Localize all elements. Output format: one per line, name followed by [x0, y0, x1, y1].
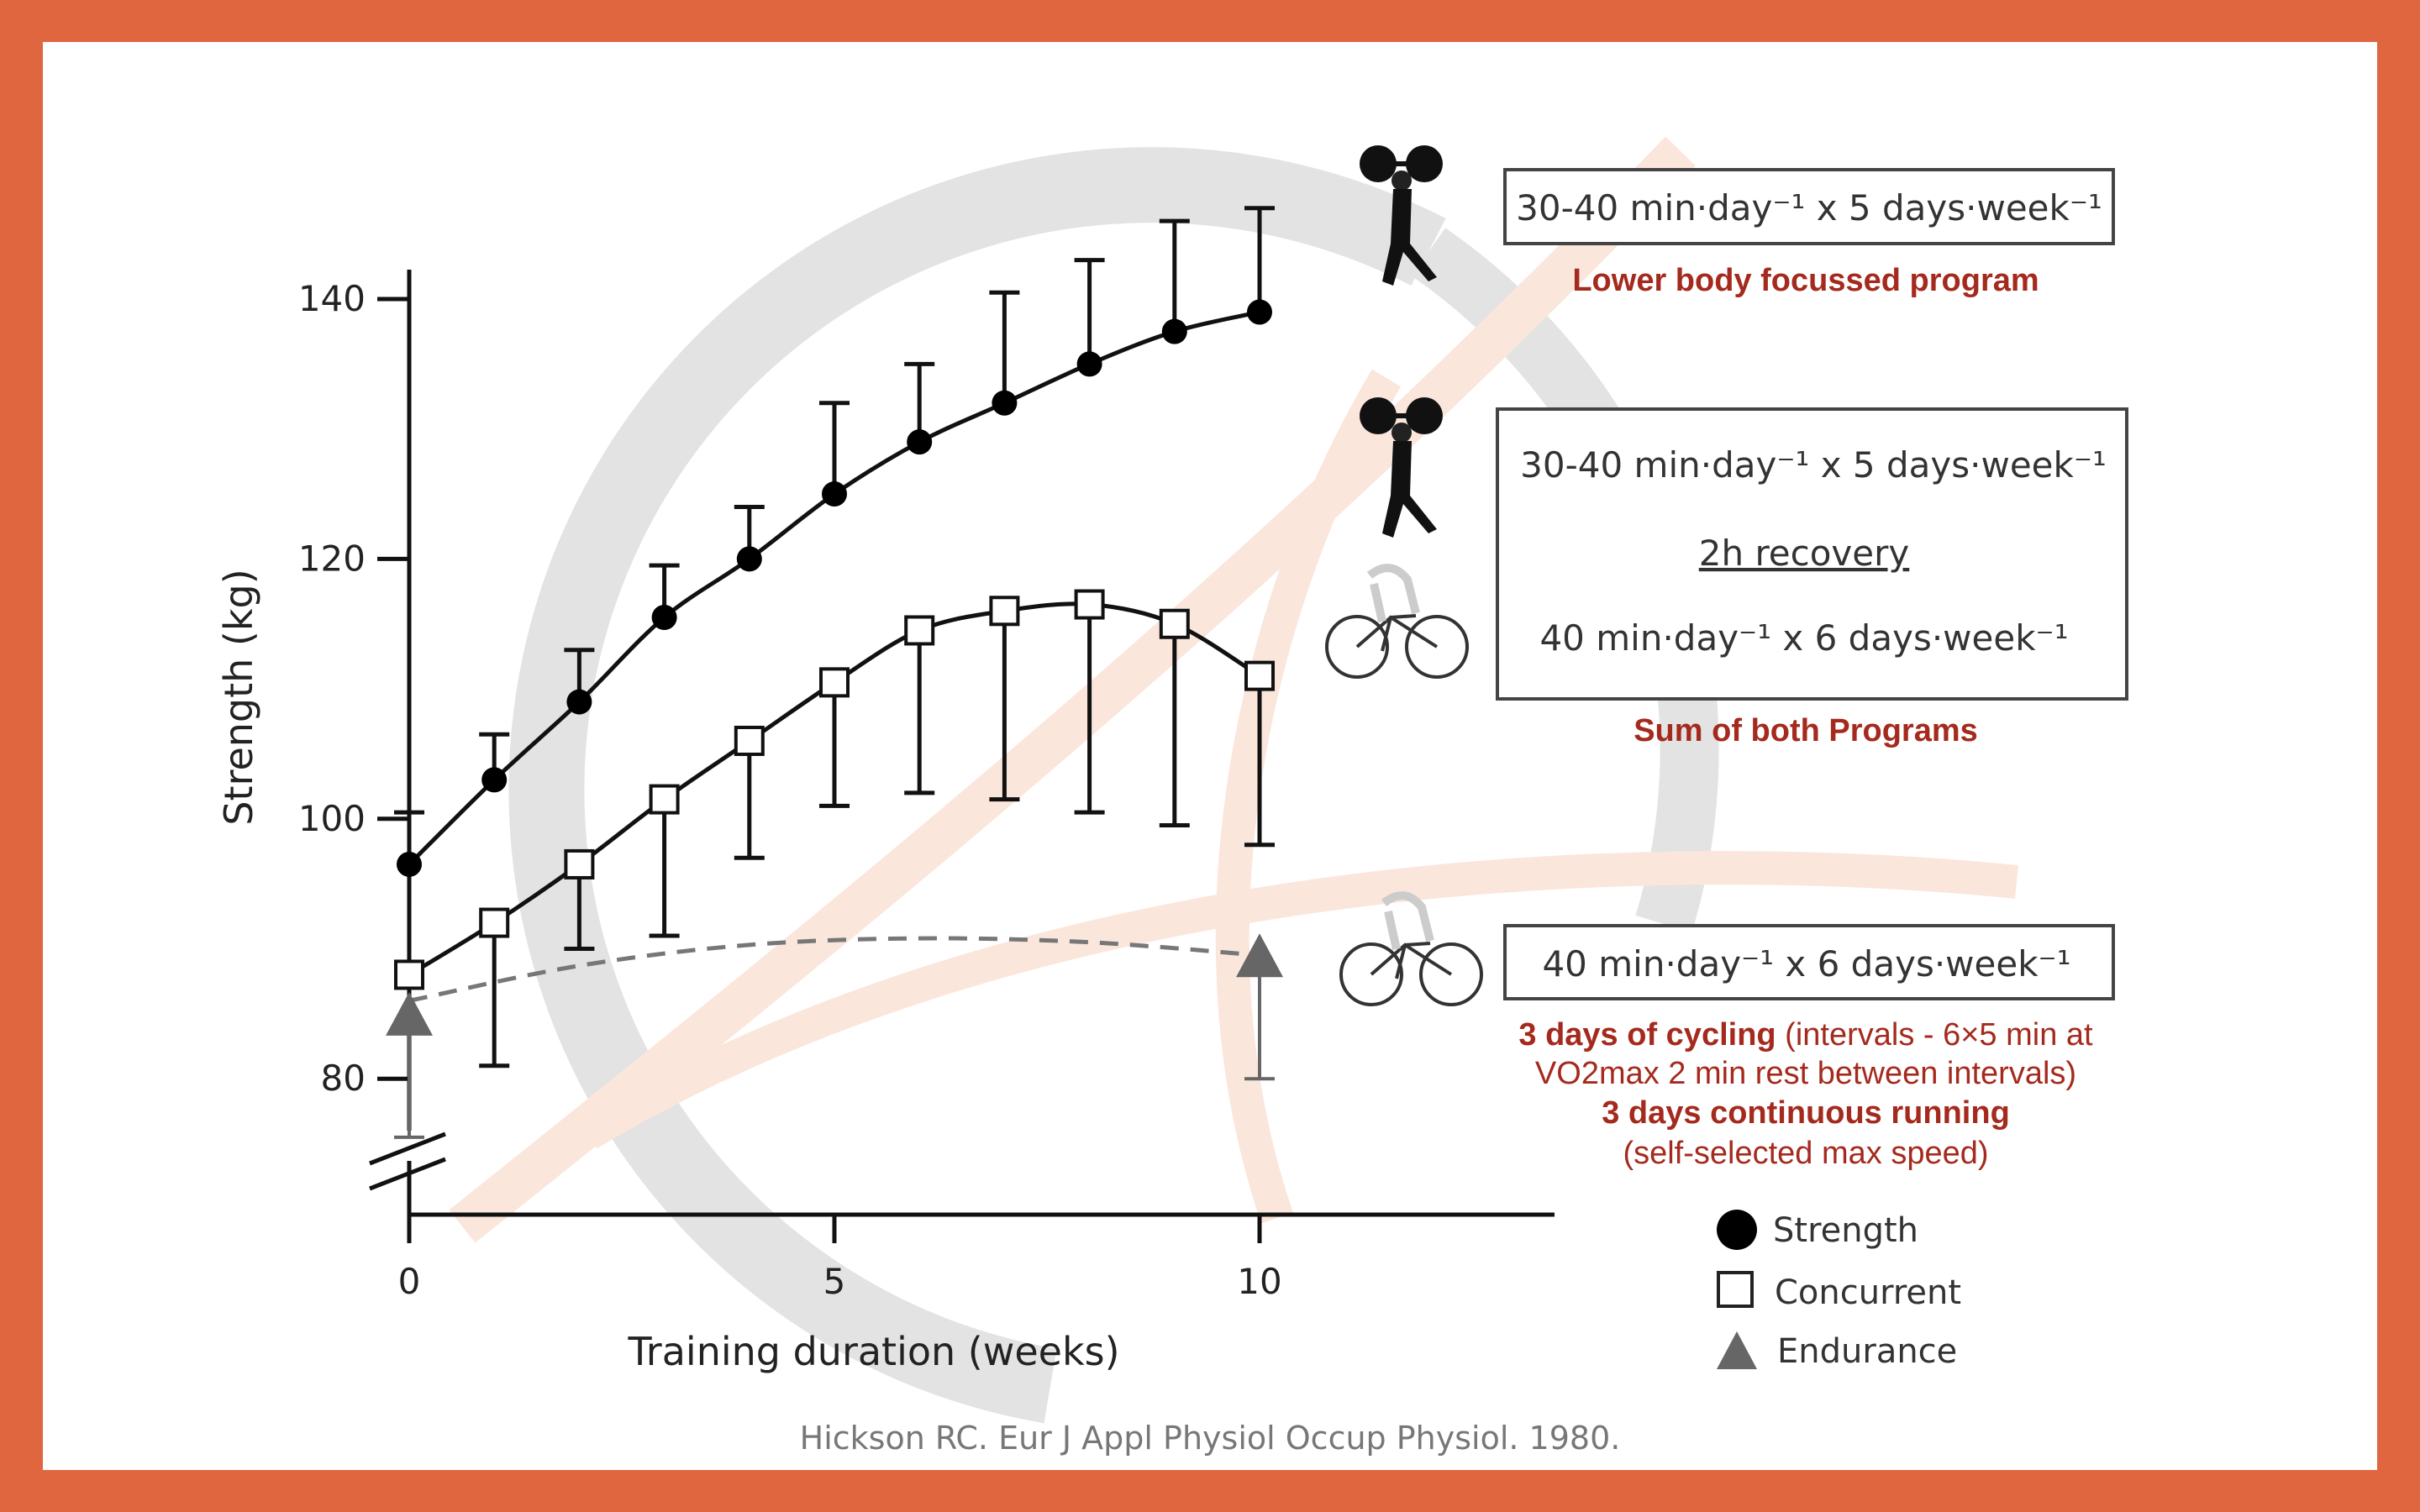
concurrent-program-label: Sum of both Programs: [1634, 713, 1978, 748]
strength-line: [408, 310, 1260, 866]
concurrent-point: [394, 959, 424, 990]
strength-point: [822, 481, 847, 507]
y-axis-label: Strength (kg): [216, 569, 261, 825]
slide-panel: [43, 42, 2377, 1470]
strength-point: [1161, 318, 1187, 344]
watermark-logo: [449, 136, 2018, 1424]
endurance-line2: VO2max 2 min rest between intervals): [1535, 1056, 2076, 1091]
data-marks: [386, 206, 1283, 1139]
concurrent-point: [649, 784, 680, 815]
strength-point: [1076, 351, 1102, 377]
cyclist-icon: [1339, 891, 1483, 1006]
strength-point: [736, 546, 762, 572]
axis-break-mark: [369, 1131, 446, 1166]
legend-concurrent-label: Concurrent: [1775, 1273, 1961, 1312]
x-axis-label: Training duration (weeks): [627, 1329, 1119, 1374]
strength-point: [481, 767, 508, 793]
concurrent-point: [1244, 660, 1275, 691]
y-tick-label: 80: [321, 1058, 366, 1099]
endurance-point: [386, 991, 433, 1036]
endurance-line1-bold: 3 days of cycling: [1518, 1017, 1776, 1053]
strength-program-label: Lower body focussed program: [1572, 263, 2039, 298]
legend-strength-marker: [1717, 1210, 1757, 1250]
y-tick-label: 120: [298, 538, 366, 579]
cyclist-icon: [1325, 564, 1469, 679]
endurance-line1-rest: (intervals - 6×5 min at: [1776, 1017, 2093, 1053]
endurance-line4: (self-selected max speed): [1623, 1136, 1988, 1171]
concurrent-point: [819, 667, 850, 698]
endurance-line1: 3 days of cycling (intervals - 6×5 min a…: [1518, 1017, 2093, 1053]
endurance-program-box: [1503, 924, 2115, 1000]
legend-endurance-label: Endurance: [1777, 1332, 1957, 1371]
legend: Strength Concurrent Endurance: [1717, 1210, 1961, 1371]
concurrent-program-line3: 40 min·day⁻¹ x 6 days·week⁻¹: [1539, 617, 2068, 659]
concurrent-point: [1159, 608, 1190, 639]
endurance-line3: 3 days continuous running: [1602, 1095, 2010, 1131]
endurance-program-text: 40 min·day⁻¹ x 6 days·week⁻¹: [1542, 943, 2070, 984]
strength-program-text: 30-40 min·day⁻¹ x 5 days·week⁻¹: [1516, 187, 2102, 228]
x-tick-label: 10: [1237, 1261, 1281, 1302]
strength-point: [907, 429, 933, 455]
citation: Hickson RC. Eur J Appl Physiol Occup Phy…: [800, 1420, 1621, 1457]
concurrent-point: [989, 596, 1020, 627]
concurrent-program-line1: 30-40 min·day⁻¹ x 5 days·week⁻¹: [1520, 444, 2107, 486]
concurrent-point: [904, 615, 935, 646]
strength-point: [397, 851, 422, 877]
legend-concurrent-marker: [1717, 1271, 1754, 1308]
legend-endurance-marker: [1717, 1331, 1757, 1369]
y-tick-label: 100: [298, 798, 366, 839]
endurance-trend-line: [408, 936, 1260, 1003]
concurrent-point: [564, 848, 595, 879]
legend-strength-label: Strength: [1773, 1211, 1918, 1250]
x-tick-label: 0: [398, 1261, 421, 1302]
endurance-point: [1236, 933, 1283, 978]
concurrent-point: [734, 725, 765, 756]
concurrent-program-line2: 2h recovery: [1699, 533, 1909, 574]
concurrent-point: [1074, 589, 1105, 620]
strength-point: [651, 605, 677, 631]
strength-program-box: [1503, 168, 2115, 245]
axes: 80 100 120 140 0 5 10: [298, 270, 1555, 1302]
concurrent-point: [479, 907, 510, 938]
strength-point: [566, 689, 592, 715]
x-tick-label: 5: [823, 1261, 846, 1302]
weightlifter-icon: [1360, 145, 1443, 286]
weightlifter-icon: [1360, 397, 1443, 538]
strength-point: [992, 390, 1018, 416]
y-tick-label: 140: [298, 278, 366, 319]
axis-break-mark: [369, 1157, 446, 1191]
concurrent-program-box: [1496, 407, 2128, 701]
strength-point: [1247, 299, 1272, 325]
